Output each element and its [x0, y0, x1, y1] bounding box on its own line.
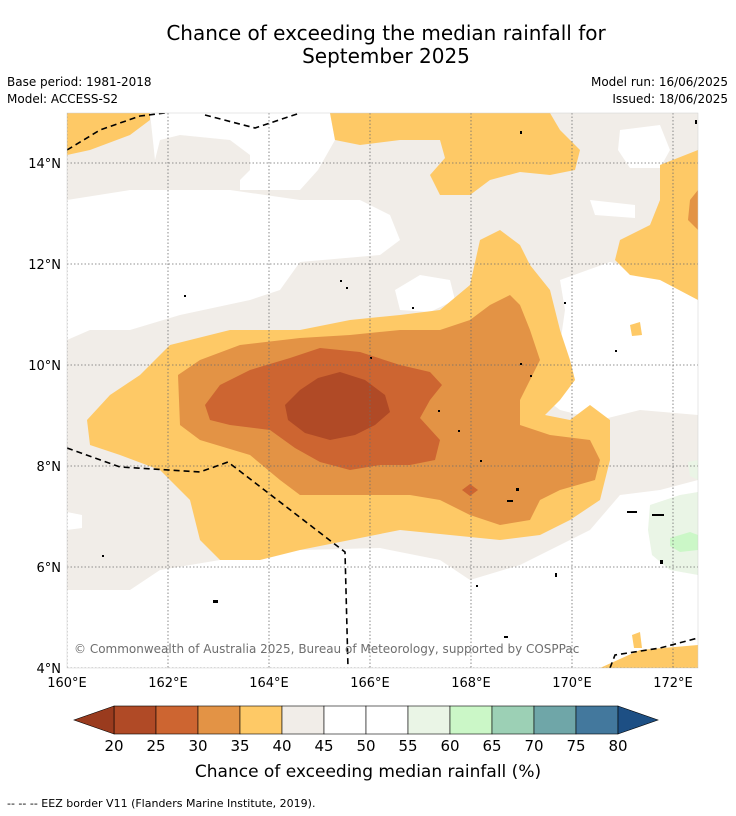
colorbar-swatch [197, 705, 241, 735]
model-name: Model: ACCESS-S2 [7, 92, 119, 106]
colorbar-tick-label: 60 [440, 737, 459, 755]
issued-date: Issued: 18/06/2025 [612, 92, 728, 106]
darkorange-region-small [462, 484, 478, 496]
colorbar-swatch [155, 705, 199, 735]
colorbar-swatch [113, 705, 157, 735]
colorbar-swatch [575, 705, 619, 735]
white-region-mid [395, 275, 455, 312]
lat-tick-8n: 8°N [37, 460, 62, 475]
green-region-east-small [688, 460, 698, 480]
colorbar-tick-label: 75 [566, 737, 585, 755]
brown-region-central [285, 372, 390, 440]
colorbar-tick-label: 30 [188, 737, 207, 755]
white-region-northeast [618, 125, 670, 168]
colorbar-swatch [365, 705, 409, 735]
colorbar-swatch [281, 705, 325, 735]
colorbar-swatch [239, 705, 283, 735]
yellow-region-northwest [67, 113, 150, 155]
white-region-northwest [67, 190, 400, 340]
colorbar-tick-label: 55 [398, 737, 417, 755]
yellow-region-small-south [632, 632, 642, 648]
colorbar-tick-label: 45 [314, 737, 333, 755]
colorbar-swatch [491, 705, 535, 735]
title-line-1: Chance of exceeding the median rainfall … [166, 21, 606, 45]
meta-right: Model run: 16/06/2025 Issued: 18/06/2025 [591, 74, 728, 108]
colorbar-tick-label: 50 [356, 737, 375, 755]
lat-tick-10n: 10°N [28, 359, 61, 374]
colorbar-tick-label: 35 [230, 737, 249, 755]
colorbar-swatch [323, 705, 367, 735]
colorbar-swatch [449, 705, 493, 735]
white-region-west [67, 512, 82, 530]
yellow-region-small-east [630, 322, 642, 336]
base-period: Base period: 1981-2018 [7, 75, 152, 89]
lon-tick-168e: 168°E [451, 676, 491, 691]
white-region-south [67, 480, 698, 668]
colorbar-tick-label: 25 [146, 737, 165, 755]
orange-region-northeast [688, 190, 698, 230]
colorbar-swatch [533, 705, 577, 735]
lon-tick-164e: 164°E [249, 676, 289, 691]
colorbar-under-arrow [73, 705, 115, 735]
white-region-north [150, 113, 335, 190]
yellow-region-north [330, 113, 580, 195]
white-region-east [540, 262, 698, 420]
rainfall-map: © Commonwealth of Australia 2025, Bureau… [67, 113, 698, 668]
copyright-text: © Commonwealth of Australia 2025, Bureau… [74, 642, 579, 656]
lon-tick-162e: 162°E [148, 676, 188, 691]
lat-tick-6n: 6°N [37, 561, 62, 576]
eez-borders [67, 113, 698, 668]
white-region-ne-strip [590, 200, 635, 218]
lat-tick-4n: 4°N [37, 662, 62, 677]
colorbar-title: Chance of exceeding median rainfall (%) [194, 762, 542, 782]
colorbar: 20 25 30 35 40 45 50 55 60 65 70 75 80 [73, 705, 659, 755]
title-line-2: September 2025 [302, 44, 470, 68]
map-frame [66, 112, 699, 669]
model-run: Model run: 16/06/2025 [590, 75, 728, 89]
lat-ticks: 14°N 12°N 10°N 8°N 6°N 4°N [28, 157, 61, 677]
colorbar-tick-label: 65 [482, 737, 501, 755]
lat-tick-14n: 14°N [28, 157, 61, 172]
gridlines [67, 113, 698, 668]
colorbar-over-arrow [617, 705, 659, 735]
lon-tick-166e: 166°E [350, 676, 390, 691]
lon-tick-160e: 160°E [47, 676, 87, 691]
map-title: Chance of exceeding the median rainfall … [0, 22, 736, 68]
colorbar-swatch [407, 705, 451, 735]
lon-ticks: 160°E 162°E 164°E 166°E 168°E 170°E 172°… [47, 676, 693, 691]
colorbar-tick-label: 20 [104, 737, 123, 755]
colorbar-tick-label: 70 [524, 737, 543, 755]
meta-left: Base period: 1981-2018 Model: ACCESS-S2 [7, 74, 152, 108]
yellow-region-northeast [615, 150, 698, 300]
colorbar-tick-label: 80 [608, 737, 627, 755]
eez-legend-note: -- -- -- EEZ border V11 (Flanders Marine… [7, 797, 316, 810]
yellow-region-southeast [600, 645, 698, 668]
colorbar-tick-label: 40 [272, 737, 291, 755]
lon-tick-170e: 170°E [552, 676, 592, 691]
lightgreen-region-east [670, 532, 698, 552]
island-markers [102, 120, 697, 638]
lon-tick-172e: 172°E [653, 676, 693, 691]
lat-tick-12n: 12°N [28, 258, 61, 273]
